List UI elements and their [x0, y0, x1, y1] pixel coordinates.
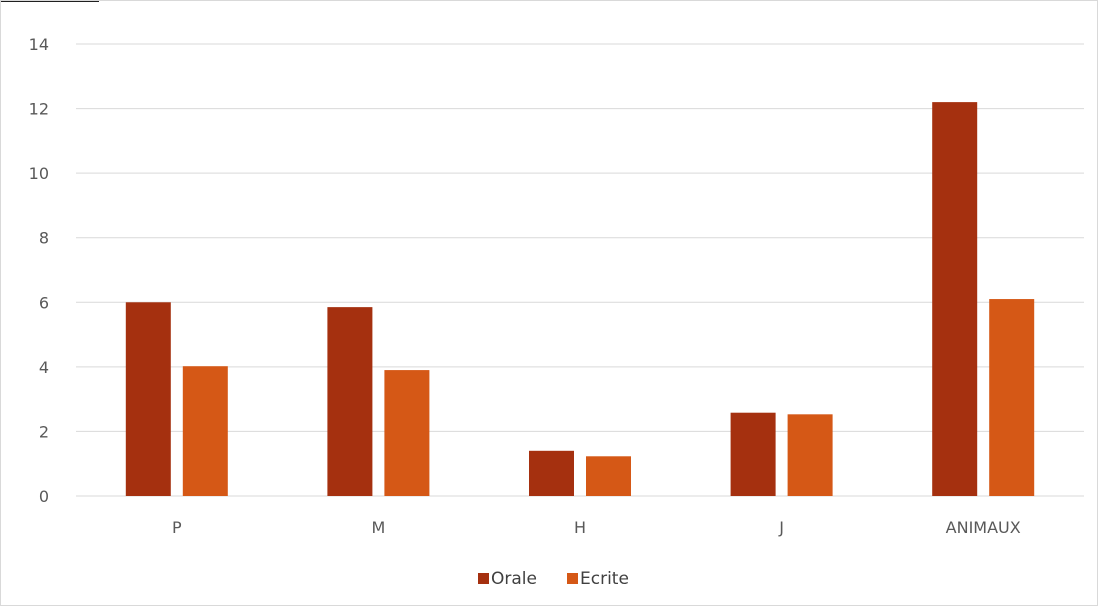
bar-ecrite-j	[787, 414, 833, 496]
y-tick-label: 0	[39, 487, 49, 506]
y-tick-label: 8	[39, 229, 49, 248]
bars	[125, 102, 1035, 496]
x-tick-label: H	[574, 518, 586, 537]
y-tick-label: 14	[29, 35, 49, 54]
bar-orale-p	[125, 302, 171, 496]
x-tick-label: M	[371, 518, 385, 537]
y-tick-label: 6	[39, 293, 49, 312]
x-tick-label: P	[172, 518, 182, 537]
legend-label-ecrite: Ecrite	[580, 569, 629, 589]
y-tick-label: 4	[39, 358, 49, 377]
bar-orale-j	[730, 412, 776, 496]
bar-ecrite-h	[586, 456, 631, 496]
bar-ecrite-animaux	[989, 299, 1035, 496]
y-axis: 0 2 4 6 8 10 12 14	[29, 35, 49, 506]
legend: Orale Ecrite	[478, 569, 629, 589]
x-tick-label: J	[778, 518, 784, 537]
bar-ecrite-m	[384, 370, 430, 496]
y-tick-label: 12	[29, 100, 49, 119]
x-tick-label: ANIMAUX	[946, 518, 1021, 537]
legend-swatch-orale	[478, 573, 489, 584]
bar-orale-h	[529, 450, 574, 496]
legend-label-orale: Orale	[491, 569, 537, 589]
legend-swatch-ecrite	[567, 573, 578, 584]
x-axis: P M H J ANIMAUX	[172, 518, 1021, 537]
y-tick-label: 10	[29, 164, 49, 183]
bar-ecrite-p	[182, 366, 228, 496]
gridlines	[76, 43, 1084, 497]
bar-orale-animaux	[932, 102, 978, 496]
y-tick-label: 2	[39, 422, 49, 441]
bar-orale-m	[327, 307, 373, 496]
